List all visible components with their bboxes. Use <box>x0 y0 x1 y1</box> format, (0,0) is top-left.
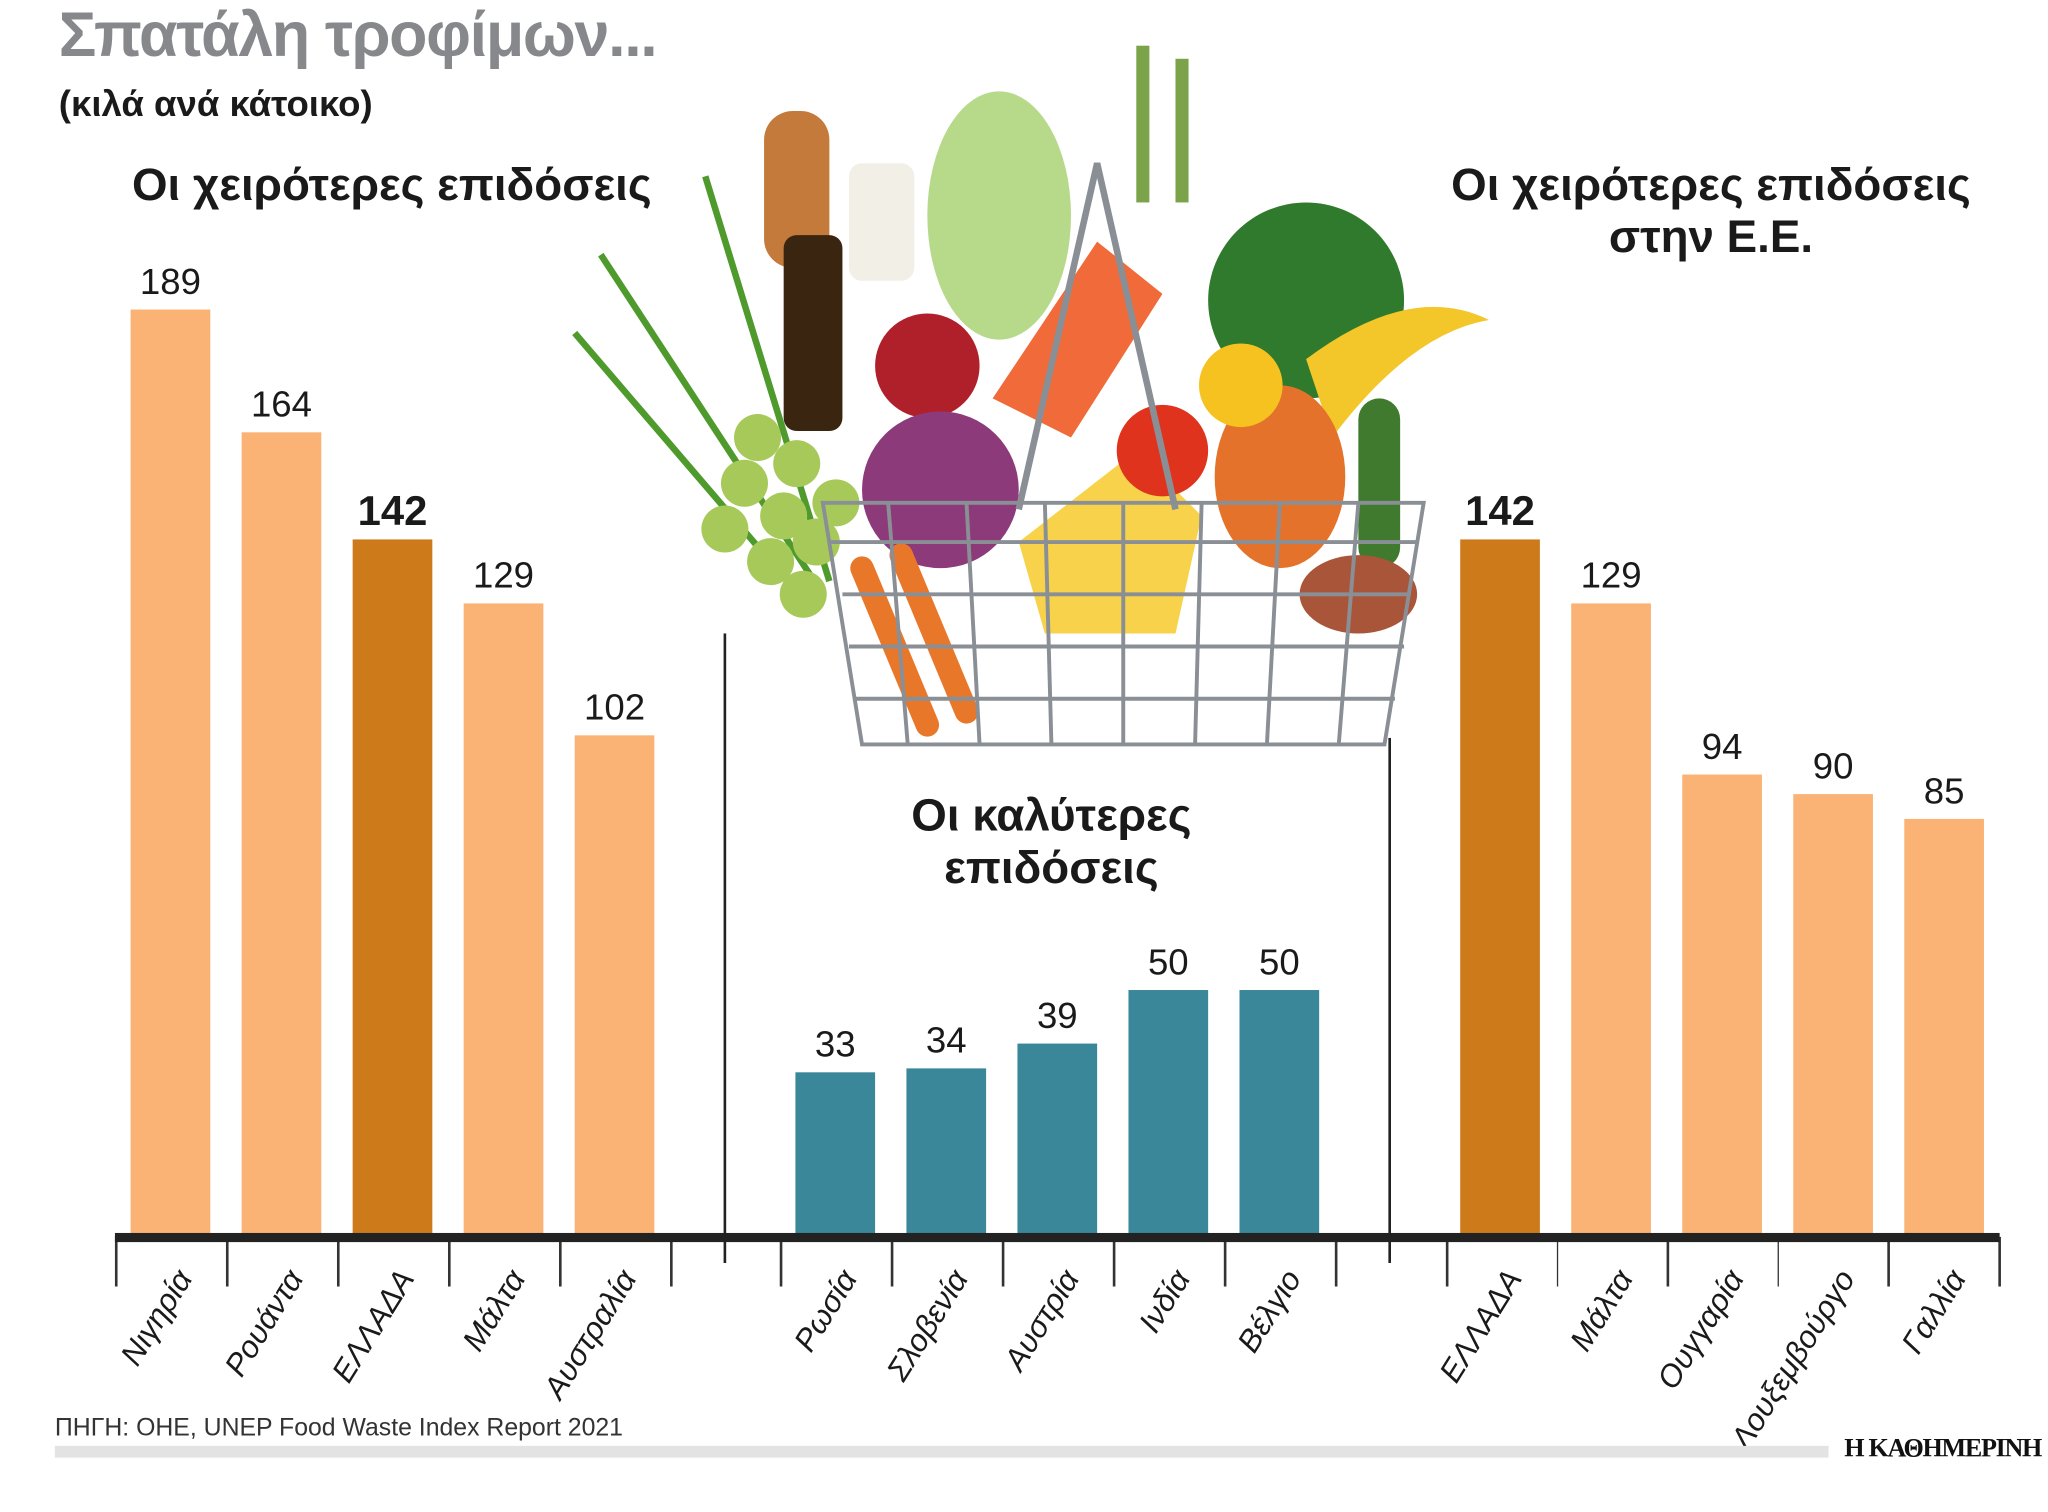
x-axis <box>114 1232 2000 1243</box>
group-title-worst-eu: Οι χειρότερες επιδόσεις στην Ε.Ε. <box>1437 159 1986 263</box>
group-divider <box>1388 737 1391 1263</box>
bar <box>1017 1043 1098 1235</box>
milk-bottle-icon <box>848 163 915 281</box>
cabbage-icon <box>927 91 1072 340</box>
x-axis-tick <box>890 1236 893 1287</box>
x-axis-tick <box>447 1236 450 1287</box>
x-tick-label: Μάλτα <box>1563 1263 1641 1358</box>
bar <box>1793 793 1873 1235</box>
x-axis-tick <box>1334 1236 1337 1287</box>
x-axis-tick <box>225 1236 228 1287</box>
group-title-best: Οι καλύτερες επιδόσεις <box>790 790 1312 894</box>
bread-icon <box>764 111 830 268</box>
x-axis-tick <box>1445 1236 1448 1287</box>
group-title-line: Οι χειρότερες επιδόσεις <box>1451 159 1971 211</box>
data-label: 102 <box>584 686 646 728</box>
group-title-worst: Οι χειρότερες επιδόσεις <box>131 159 652 211</box>
x-axis-tick <box>779 1236 782 1287</box>
group-title-best-line: Οι καλύτερες <box>911 790 1192 842</box>
data-label: 142 <box>357 487 428 535</box>
data-label: 50 <box>1258 941 1300 982</box>
x-axis-tick <box>1887 1236 1890 1287</box>
x-tick-label: Νιγηρία <box>114 1263 200 1372</box>
salmon-icon <box>992 241 1163 438</box>
cucumber-icon <box>1358 398 1401 569</box>
x-axis-tick <box>1223 1236 1226 1287</box>
data-label: 85 <box>1923 770 1965 811</box>
data-label: 33 <box>814 1024 856 1065</box>
lemon-icon <box>1198 343 1283 428</box>
x-tick-label: Αυστρία <box>997 1263 1087 1378</box>
data-label: 50 <box>1147 941 1189 982</box>
data-label: 129 <box>1580 554 1642 596</box>
x-axis-tick <box>1001 1236 1004 1287</box>
data-label: 189 <box>139 261 201 302</box>
x-tick-label: Γαλλία <box>1895 1263 1974 1361</box>
bar <box>1904 818 1984 1235</box>
bar <box>574 735 655 1235</box>
data-label: 164 <box>250 383 312 425</box>
pomegranate-icon <box>875 313 980 418</box>
x-tick-label: Αυστραλία <box>537 1263 644 1406</box>
x-axis-tick <box>1998 1236 2001 1287</box>
x-tick-label: Σλοβενία <box>880 1263 976 1388</box>
chart-title: Σπατάλη τροφίμων... <box>58 1 658 71</box>
x-axis-tick <box>1556 1236 1559 1287</box>
bar <box>1239 989 1320 1235</box>
data-label: 34 <box>925 1019 967 1061</box>
bar <box>241 431 322 1235</box>
basket-icon <box>820 162 1426 747</box>
red-cabbage-icon <box>862 411 1019 569</box>
bar <box>1682 774 1762 1235</box>
bar <box>1460 539 1540 1235</box>
x-axis-tick <box>670 1236 672 1287</box>
source-note: ΠΗΓΗ: ΟΗΕ, UNEP Food Waste Index Report … <box>54 1414 623 1442</box>
bar <box>130 309 211 1235</box>
x-axis-tick <box>336 1236 339 1287</box>
asparagus-icon <box>1136 45 1150 203</box>
x-tick-label: Ινδία <box>1132 1263 1198 1339</box>
group-title-line: στην Ε.Ε. <box>1608 211 1814 263</box>
bar <box>906 1067 987 1235</box>
data-label: 142 <box>1465 487 1535 535</box>
footer-rule <box>54 1445 1829 1458</box>
data-label: 94 <box>1701 726 1743 767</box>
publisher-logo: Η ΚΑΘΗΜΕΡΙΝΗ <box>1844 1434 2042 1463</box>
bar <box>352 539 433 1235</box>
data-label: 129 <box>472 554 535 596</box>
data-label: 39 <box>1036 995 1078 1036</box>
data-label: 90 <box>1812 745 1854 787</box>
x-axis-tick <box>1112 1236 1115 1287</box>
x-axis-tick <box>1666 1236 1669 1287</box>
bananas-icon <box>1306 306 1489 438</box>
bar <box>1571 603 1651 1235</box>
group-title-best-line: επιδόσεις <box>944 842 1159 894</box>
mango-icon <box>1214 385 1346 569</box>
x-tick-label: Βέλγιο <box>1231 1263 1309 1359</box>
bar <box>795 1072 876 1235</box>
chart-subtitle: (κιλά ανά κάτοικο) <box>58 83 373 125</box>
group-divider <box>723 633 727 1263</box>
bar <box>463 603 544 1235</box>
x-axis-tick <box>1777 1236 1780 1287</box>
x-axis-tick <box>559 1236 561 1287</box>
x-tick-label: ΕΛΛΑΔΑ <box>325 1263 422 1389</box>
x-tick-label: Μάλτα <box>456 1263 533 1358</box>
bar <box>1128 989 1209 1235</box>
x-tick-label: Ρουάντα <box>218 1263 311 1383</box>
x-axis-tick <box>114 1236 117 1287</box>
oil-bottle-icon <box>783 235 843 432</box>
basket-illustration <box>572 45 1489 747</box>
x-tick-label: Ρωσία <box>787 1263 865 1358</box>
